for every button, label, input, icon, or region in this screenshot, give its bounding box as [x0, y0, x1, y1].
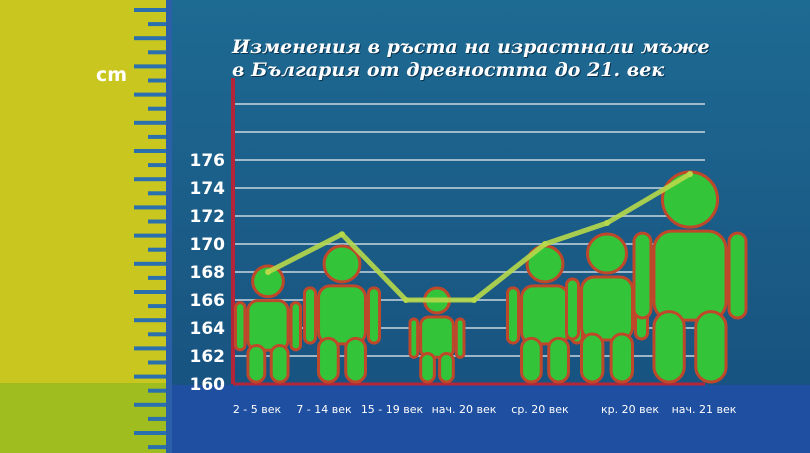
y-tick-label: 166	[190, 291, 226, 311]
y-tick-label: 168	[190, 263, 226, 283]
x-tick-label: ср. 20 век	[511, 403, 569, 416]
ruler-tick	[148, 247, 166, 252]
y-tick-label: 176	[190, 151, 226, 171]
ruler-tick	[134, 261, 166, 266]
ruler-tick	[134, 120, 166, 125]
person-figure	[303, 244, 381, 384]
y-tick-label: 174	[190, 179, 226, 199]
data-point	[339, 231, 345, 238]
ruler-tick	[134, 205, 166, 210]
chart-title: Изменения в ръста на израстнали мъже в Б…	[232, 36, 710, 82]
y-tick-label: 162	[190, 347, 226, 367]
ruler-tick	[134, 149, 166, 153]
ruler-tick	[134, 346, 166, 351]
title-line-1: Изменения в ръста на израстнали мъже	[232, 36, 710, 58]
x-tick-label: 2 - 5 век	[233, 403, 282, 416]
ruler-tick	[148, 445, 166, 450]
ruler-tick	[134, 402, 166, 407]
x-tick-label: нач. 20 век	[432, 403, 497, 416]
ground-band	[172, 385, 810, 453]
data-point	[471, 297, 477, 303]
y-tick-label: 170	[190, 235, 226, 255]
x-tick-label: 15 - 19 век	[361, 403, 424, 416]
ruler-tick	[148, 163, 166, 168]
y-tick-label: 164	[190, 319, 226, 339]
ruler-tick	[148, 50, 166, 55]
ruler-tick	[134, 8, 166, 12]
x-tick-label: нач. 21 век	[672, 403, 737, 416]
ruler-tick	[134, 36, 166, 41]
ruler-tick	[148, 416, 166, 421]
data-point	[542, 241, 548, 247]
data-point	[687, 171, 693, 177]
x-tick-label: кр. 20 век	[601, 403, 659, 416]
person-figure	[234, 264, 302, 384]
ruler-tick	[148, 388, 166, 393]
ruler-tick	[148, 360, 166, 365]
ruler-tick	[148, 106, 166, 111]
ruler-tick	[134, 92, 166, 97]
ruler-tick	[134, 177, 166, 182]
ruler-tick	[134, 64, 166, 69]
y-tick-label: 160	[190, 375, 226, 395]
ruler-tick	[134, 431, 166, 435]
ruler-tick	[148, 22, 166, 27]
ruler-tick	[134, 318, 166, 323]
ruler-tick	[148, 219, 166, 224]
y-tick-label: 172	[190, 207, 226, 227]
ruler-tick	[134, 290, 166, 294]
unit-label: cm	[96, 64, 128, 86]
title-line-2: в България от древността до 21. век	[232, 59, 665, 81]
ruler-edge	[166, 0, 172, 453]
data-point	[604, 220, 610, 226]
x-tick-label: 7 - 14 век	[296, 403, 352, 416]
ruler-tick	[148, 304, 166, 309]
ruler-bottom-band	[0, 383, 170, 453]
data-point	[265, 269, 271, 275]
ruler-tick	[134, 233, 166, 238]
ruler-tick	[148, 134, 166, 139]
ruler-tick	[148, 275, 166, 280]
ruler-tick	[148, 332, 166, 337]
data-point	[403, 297, 409, 303]
ruler-tick	[134, 374, 166, 379]
ruler-tick	[148, 191, 166, 196]
ruler-tick	[148, 78, 166, 83]
person-figure	[632, 170, 748, 384]
